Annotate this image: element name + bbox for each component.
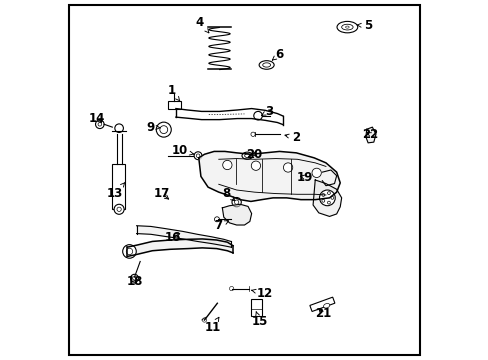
Circle shape <box>132 276 136 280</box>
Circle shape <box>130 274 138 282</box>
Text: 14: 14 <box>89 112 105 125</box>
Text: 3: 3 <box>261 105 272 118</box>
Circle shape <box>234 200 238 204</box>
Circle shape <box>214 217 219 222</box>
Circle shape <box>321 199 324 202</box>
Polygon shape <box>309 297 334 311</box>
Ellipse shape <box>262 63 270 67</box>
Text: 16: 16 <box>164 231 181 244</box>
Text: 2: 2 <box>285 131 300 144</box>
Text: 1: 1 <box>167 84 180 101</box>
Circle shape <box>283 163 292 172</box>
Circle shape <box>231 198 241 207</box>
Text: 22: 22 <box>362 128 378 141</box>
Text: 21: 21 <box>314 307 330 320</box>
Text: 4: 4 <box>195 15 208 33</box>
Ellipse shape <box>341 24 352 30</box>
Text: 7: 7 <box>214 219 228 232</box>
Circle shape <box>327 192 330 194</box>
Circle shape <box>156 122 171 137</box>
Polygon shape <box>365 127 375 143</box>
Polygon shape <box>136 226 230 247</box>
Text: 17: 17 <box>153 187 169 200</box>
Ellipse shape <box>323 303 329 308</box>
Text: 12: 12 <box>251 287 273 300</box>
Text: 5: 5 <box>357 19 371 32</box>
Ellipse shape <box>242 152 252 159</box>
Polygon shape <box>222 204 251 225</box>
Text: 13: 13 <box>107 182 125 200</box>
Text: 15: 15 <box>251 312 267 328</box>
Text: 10: 10 <box>171 144 193 157</box>
Text: 6: 6 <box>272 48 283 61</box>
Circle shape <box>229 287 233 291</box>
Circle shape <box>114 204 124 214</box>
FancyBboxPatch shape <box>111 163 125 209</box>
Circle shape <box>95 120 104 129</box>
Circle shape <box>330 197 333 199</box>
Circle shape <box>321 193 324 196</box>
Circle shape <box>196 154 200 157</box>
Circle shape <box>251 161 260 170</box>
Circle shape <box>160 126 167 134</box>
Circle shape <box>253 111 262 120</box>
Circle shape <box>327 201 330 204</box>
Circle shape <box>117 207 121 211</box>
FancyBboxPatch shape <box>168 101 181 109</box>
Circle shape <box>98 122 102 126</box>
Circle shape <box>319 190 335 206</box>
Circle shape <box>194 152 202 159</box>
Ellipse shape <box>345 26 348 28</box>
Ellipse shape <box>336 21 357 33</box>
Text: 19: 19 <box>296 171 312 184</box>
Circle shape <box>115 124 123 132</box>
Polygon shape <box>127 239 233 256</box>
Polygon shape <box>312 180 341 216</box>
Circle shape <box>202 318 206 322</box>
Ellipse shape <box>259 61 274 69</box>
Circle shape <box>250 132 255 136</box>
FancyBboxPatch shape <box>250 299 262 316</box>
Text: 18: 18 <box>126 275 142 288</box>
Ellipse shape <box>244 154 249 157</box>
Circle shape <box>222 160 231 170</box>
Circle shape <box>126 248 132 255</box>
Circle shape <box>311 168 321 177</box>
Circle shape <box>122 245 136 258</box>
Text: 9: 9 <box>146 121 160 134</box>
Text: 11: 11 <box>204 317 220 334</box>
Polygon shape <box>198 152 340 202</box>
Text: 8: 8 <box>222 187 234 201</box>
Text: 20: 20 <box>246 148 262 161</box>
